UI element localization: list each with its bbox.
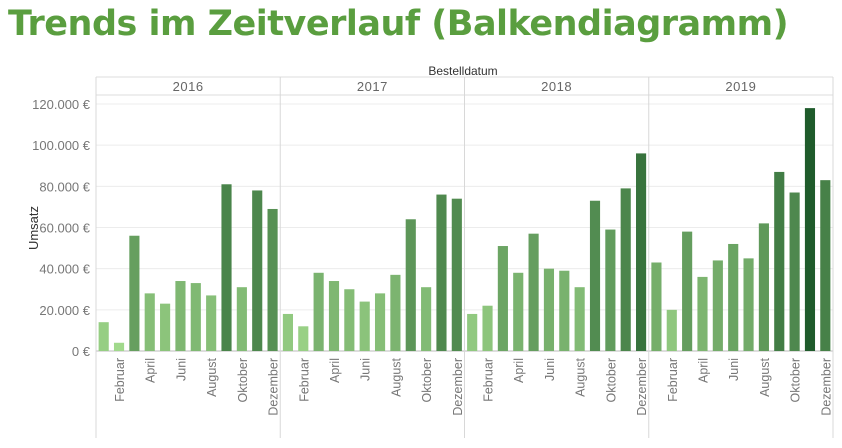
month-label: Juni xyxy=(543,358,557,381)
month-label: Oktober xyxy=(789,358,803,402)
bar xyxy=(190,283,201,351)
bar xyxy=(421,287,432,351)
bar xyxy=(620,188,631,351)
bar xyxy=(559,270,570,351)
month-label: Dezember xyxy=(451,358,465,416)
year-header: 2019 xyxy=(725,79,756,94)
bars xyxy=(98,108,831,351)
bar xyxy=(728,243,739,351)
bar xyxy=(636,153,647,351)
bar xyxy=(682,231,693,351)
month-label: Dezember xyxy=(635,358,649,416)
bar xyxy=(282,313,293,351)
bar xyxy=(651,262,662,351)
y-tick-label: 80.000 € xyxy=(39,179,90,194)
axis-labels: 0 € 20.000 € 40.000 € 60.000 € 80.000 € 100.0… xyxy=(32,79,833,416)
month-label: April xyxy=(144,358,158,383)
bar xyxy=(589,200,601,351)
year-header: 2017 xyxy=(357,79,388,94)
month-label: Juni xyxy=(359,358,373,381)
panel-frames xyxy=(95,76,834,438)
month-label: April xyxy=(328,358,342,383)
bar xyxy=(451,198,462,351)
bar xyxy=(513,272,524,351)
bar xyxy=(467,313,478,351)
bar xyxy=(405,219,416,351)
month-label: August xyxy=(758,357,772,396)
bar xyxy=(221,184,232,351)
month-label: Dezember xyxy=(267,358,281,416)
month-label: Juni xyxy=(727,358,741,381)
month-label: August xyxy=(205,357,219,396)
month-label: Februar xyxy=(482,358,496,402)
month-label: Juni xyxy=(174,358,188,381)
bar xyxy=(298,326,309,351)
bar xyxy=(313,272,324,351)
bar xyxy=(712,260,723,351)
bar xyxy=(98,322,109,351)
year-header: 2018 xyxy=(541,79,572,94)
bar xyxy=(666,309,677,351)
y-tick-label: 40.000 € xyxy=(39,262,90,277)
bar xyxy=(160,303,171,351)
month-label: Oktober xyxy=(236,358,250,402)
month-label: April xyxy=(512,358,526,383)
month-label: April xyxy=(696,358,710,383)
bar xyxy=(497,246,508,351)
bar xyxy=(236,287,247,351)
y-tick-label: 120.000 € xyxy=(32,97,91,112)
bar xyxy=(482,305,493,351)
bar xyxy=(574,287,585,351)
month-label: Dezember xyxy=(819,358,833,416)
month-label: Februar xyxy=(666,358,680,402)
bar xyxy=(774,171,785,351)
bar xyxy=(789,192,800,351)
month-label: Februar xyxy=(113,358,127,402)
bar xyxy=(758,223,769,351)
bar xyxy=(804,108,816,351)
y-tick-label: 0 € xyxy=(72,344,91,359)
month-label: August xyxy=(574,357,588,396)
bar xyxy=(144,293,155,351)
month-label: Februar xyxy=(297,358,311,402)
month-label: Oktober xyxy=(604,358,618,402)
bar xyxy=(252,190,263,351)
bar xyxy=(528,233,539,351)
y-tick-label: 20.000 € xyxy=(39,303,90,318)
bar xyxy=(359,301,370,351)
bar xyxy=(820,180,831,351)
y-tick-label: 100.000 € xyxy=(32,138,91,153)
page-title: Trends im Zeitverlauf (Balkendiagramm) xyxy=(8,4,789,44)
month-label: August xyxy=(389,357,403,396)
bar xyxy=(543,268,555,351)
bar xyxy=(206,295,217,351)
y-tick-label: 60.000 € xyxy=(39,221,90,236)
month-label: Oktober xyxy=(420,358,434,402)
bar xyxy=(113,342,125,351)
bar xyxy=(436,194,447,351)
bar xyxy=(175,281,186,351)
bar xyxy=(267,208,278,351)
bar xyxy=(344,289,355,351)
year-header: 2016 xyxy=(173,79,204,94)
bar xyxy=(390,274,401,351)
bar xyxy=(374,293,386,351)
y-axis-title: Umsatz xyxy=(26,206,41,250)
bar xyxy=(697,276,708,351)
bar xyxy=(743,258,754,351)
bar xyxy=(605,229,616,351)
x-axis-title: Bestelldatum xyxy=(428,64,497,78)
bar xyxy=(328,281,340,351)
bar xyxy=(129,235,140,351)
